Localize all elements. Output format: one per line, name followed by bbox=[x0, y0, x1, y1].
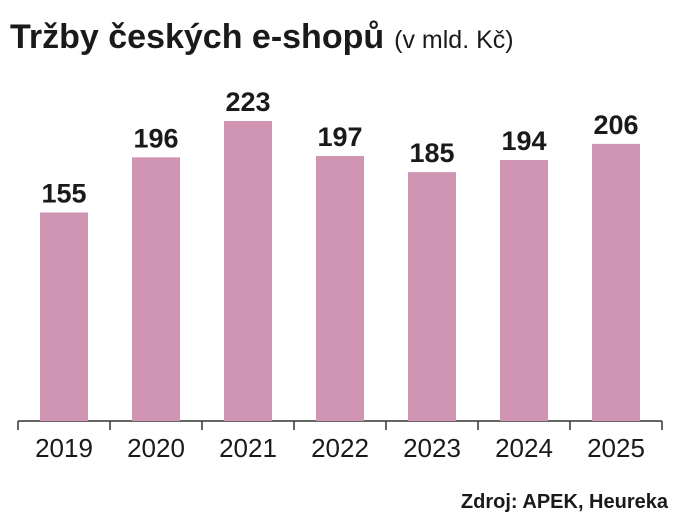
x-tick-label: 2021 bbox=[219, 433, 277, 463]
x-tick-label: 2023 bbox=[403, 433, 461, 463]
value-label: 155 bbox=[41, 178, 86, 208]
bar bbox=[316, 155, 364, 421]
x-tick-label: 2024 bbox=[495, 433, 553, 463]
value-label: 223 bbox=[225, 87, 270, 117]
bar bbox=[224, 121, 272, 421]
value-label: 194 bbox=[501, 126, 546, 156]
bar bbox=[592, 143, 640, 422]
chart-subtitle: (v mld. Kč) bbox=[394, 26, 513, 54]
x-tick-label: 2022 bbox=[311, 433, 369, 463]
bar bbox=[132, 157, 180, 421]
x-tick-label: 2020 bbox=[127, 433, 185, 463]
value-label: 206 bbox=[593, 110, 638, 140]
chart-title: Tržby českých e-shopů bbox=[10, 18, 384, 56]
x-tick-label: 2019 bbox=[35, 433, 93, 463]
value-label: 197 bbox=[317, 122, 362, 152]
value-label: 196 bbox=[133, 123, 178, 153]
value-label: 185 bbox=[409, 138, 454, 168]
source: Zdroj: APEK, Heureka bbox=[461, 491, 669, 513]
bar bbox=[500, 160, 548, 421]
bar bbox=[40, 212, 88, 421]
bar bbox=[408, 172, 456, 421]
x-tick-label: 2025 bbox=[587, 433, 645, 463]
